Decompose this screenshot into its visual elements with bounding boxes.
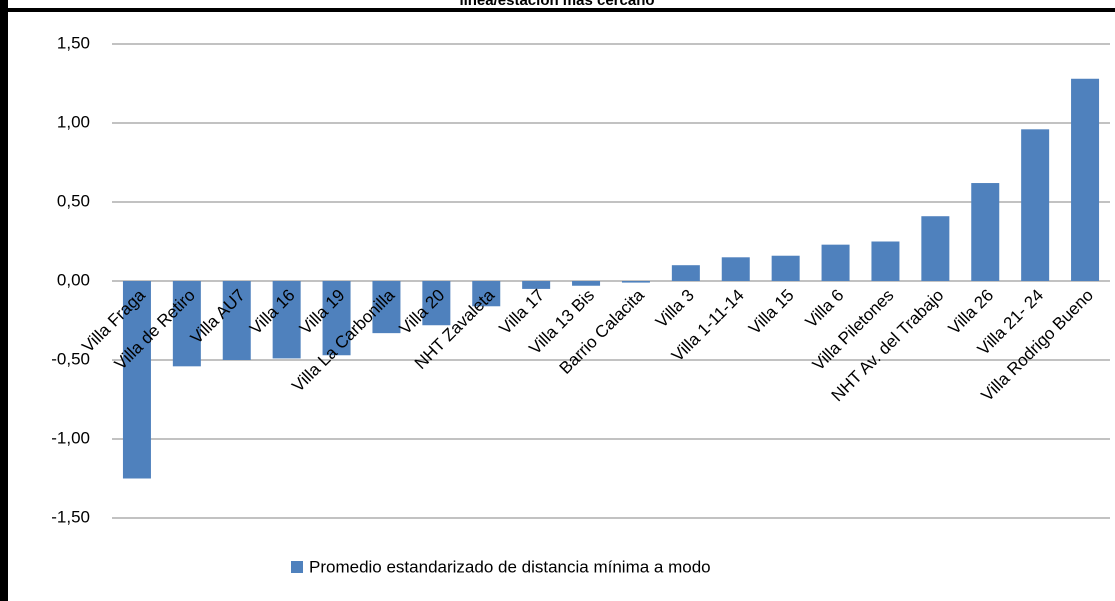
frame-left — [0, 0, 8, 601]
y-tick-label: 1,50 — [57, 33, 90, 52]
x-tick-label: Villa 3 — [652, 286, 698, 332]
bar — [771, 255, 800, 281]
bar — [522, 281, 551, 289]
y-tick-label: 1,00 — [57, 112, 90, 131]
chart-title: línea/estación más cercano — [459, 0, 654, 9]
bar — [372, 281, 401, 334]
bar — [871, 241, 900, 281]
y-tick-label: 0,00 — [57, 270, 90, 289]
legend-label: Promedio estandarizado de distancia míni… — [309, 557, 711, 576]
bar — [422, 281, 451, 326]
bar — [821, 244, 850, 281]
bar — [322, 281, 351, 356]
legend-swatch — [291, 561, 303, 573]
y-tick-label: 0,50 — [57, 191, 90, 210]
bar — [921, 216, 950, 281]
bar — [671, 265, 700, 281]
bar — [222, 281, 251, 360]
bar — [1021, 129, 1050, 281]
bar — [621, 281, 650, 283]
bar — [122, 281, 151, 479]
y-tick-label: -0,50 — [51, 349, 90, 368]
x-tick-label: Villa 15 — [745, 286, 798, 339]
frame-top — [0, 8, 1115, 12]
y-tick-label: -1,50 — [51, 507, 90, 526]
bar — [1071, 78, 1100, 281]
bar — [971, 183, 1000, 281]
bar — [572, 281, 601, 286]
bar — [172, 281, 201, 367]
bar — [721, 257, 750, 281]
bar — [472, 281, 501, 307]
x-tick-label: Villa 6 — [802, 286, 848, 332]
x-tick-label: Barrio Calacita — [556, 285, 649, 378]
bar — [272, 281, 301, 359]
y-tick-label: -1,00 — [51, 428, 90, 447]
